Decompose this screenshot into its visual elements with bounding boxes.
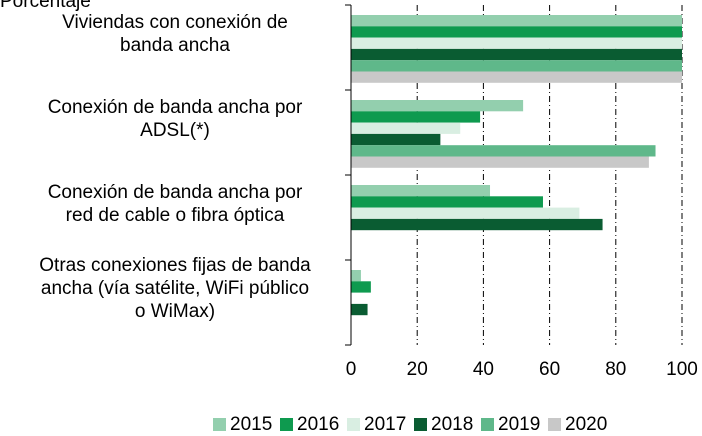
category-label: Otras conexiones fijas de banda ancha (v… [39, 255, 311, 322]
legend-label: 2015 [230, 414, 272, 435]
x-tick-label: 100 [666, 359, 698, 380]
bar [351, 100, 524, 112]
bar [351, 71, 682, 83]
bar [351, 122, 461, 134]
legend-label: 2019 [498, 414, 540, 435]
legend-swatch [481, 418, 494, 431]
legend-swatch [548, 418, 561, 431]
bar [351, 156, 649, 168]
legend-swatch [213, 418, 226, 431]
bar [351, 26, 682, 38]
bar [351, 145, 656, 157]
bar [351, 303, 368, 316]
legend-label: 2017 [364, 414, 406, 435]
legend-label: 2020 [565, 414, 607, 435]
bar [351, 37, 682, 49]
bar [351, 133, 441, 146]
bar [351, 281, 371, 293]
legend-label: 2016 [297, 414, 339, 435]
category-label: Conexión de banda ancha por ADSL(*) [47, 96, 303, 141]
axis-label: Porcentaje [0, 0, 91, 12]
bar [351, 207, 580, 219]
bar [351, 185, 491, 197]
x-tick-label: 20 [407, 359, 428, 380]
bar [351, 15, 682, 27]
bar [351, 218, 603, 231]
x-tick-label: 80 [605, 359, 626, 380]
bar [351, 196, 543, 208]
legend-swatch [347, 418, 360, 431]
legend-swatch [280, 418, 293, 431]
x-tick-label: 0 [346, 359, 357, 380]
x-tick-label: 40 [473, 359, 494, 380]
legend-label: 2018 [431, 414, 473, 435]
x-tick-label: 60 [539, 359, 560, 380]
bar [351, 48, 682, 61]
bar [351, 60, 682, 72]
category-label: Viviendas con conexión de banda ancha [62, 11, 288, 56]
bar [351, 111, 481, 123]
bar [351, 270, 361, 282]
legend-swatch [414, 418, 427, 431]
category-label: Conexión de banda ancha por red de cable… [47, 181, 303, 226]
